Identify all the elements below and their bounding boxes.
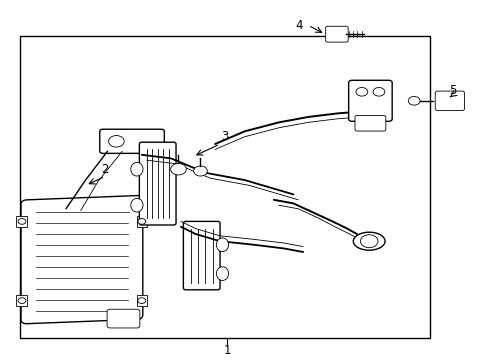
- Circle shape: [360, 235, 377, 248]
- FancyBboxPatch shape: [139, 142, 176, 225]
- Ellipse shape: [130, 198, 142, 212]
- Bar: [137, 295, 146, 306]
- FancyBboxPatch shape: [434, 91, 464, 111]
- Ellipse shape: [352, 232, 384, 250]
- Ellipse shape: [216, 267, 228, 280]
- Bar: [16, 216, 27, 227]
- Ellipse shape: [130, 162, 142, 176]
- FancyBboxPatch shape: [100, 129, 164, 153]
- Ellipse shape: [216, 238, 228, 252]
- Bar: [20, 36, 429, 338]
- Circle shape: [372, 87, 384, 96]
- Circle shape: [170, 163, 186, 175]
- Bar: [137, 216, 146, 227]
- Circle shape: [193, 166, 207, 176]
- FancyBboxPatch shape: [183, 221, 220, 290]
- Text: 1: 1: [223, 345, 231, 357]
- Circle shape: [18, 219, 26, 224]
- Text: 3: 3: [221, 130, 228, 143]
- Bar: [16, 295, 27, 306]
- Circle shape: [138, 298, 145, 303]
- FancyBboxPatch shape: [21, 195, 142, 324]
- Circle shape: [407, 96, 419, 105]
- FancyBboxPatch shape: [348, 80, 391, 121]
- Text: 2: 2: [101, 163, 109, 176]
- FancyBboxPatch shape: [325, 26, 347, 42]
- Text: 5: 5: [447, 84, 455, 96]
- FancyBboxPatch shape: [107, 309, 140, 328]
- FancyBboxPatch shape: [354, 116, 385, 131]
- Circle shape: [355, 87, 367, 96]
- Circle shape: [108, 136, 124, 147]
- Circle shape: [138, 219, 145, 224]
- Circle shape: [18, 298, 26, 303]
- Text: 4: 4: [295, 19, 303, 32]
